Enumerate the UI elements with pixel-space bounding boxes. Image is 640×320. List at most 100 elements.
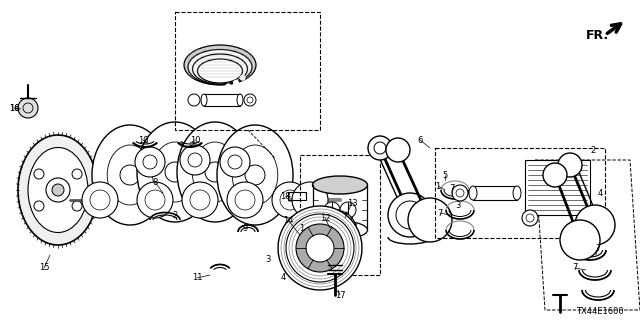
Text: 10: 10 — [138, 135, 148, 145]
Bar — [525, 160, 590, 215]
Bar — [300, 155, 380, 275]
Circle shape — [182, 182, 218, 218]
Text: 7: 7 — [595, 244, 601, 252]
Circle shape — [543, 163, 567, 187]
Circle shape — [247, 97, 253, 103]
Circle shape — [522, 210, 538, 226]
Circle shape — [18, 98, 38, 118]
Circle shape — [190, 190, 210, 210]
Ellipse shape — [192, 142, 238, 202]
Circle shape — [526, 214, 534, 222]
Text: 4: 4 — [280, 274, 285, 283]
Circle shape — [137, 182, 173, 218]
Circle shape — [225, 84, 231, 89]
Circle shape — [228, 155, 242, 169]
Text: 2: 2 — [172, 211, 178, 220]
Text: 7: 7 — [449, 183, 454, 193]
Text: 9: 9 — [243, 223, 248, 233]
Circle shape — [324, 202, 340, 218]
Text: 3: 3 — [266, 255, 271, 265]
Circle shape — [135, 147, 165, 177]
Circle shape — [90, 190, 110, 210]
Circle shape — [143, 155, 157, 169]
Circle shape — [165, 162, 185, 182]
Ellipse shape — [108, 145, 153, 205]
Ellipse shape — [217, 125, 293, 225]
Text: 6: 6 — [417, 135, 422, 145]
Text: 16: 16 — [9, 103, 19, 113]
Circle shape — [180, 145, 210, 175]
Circle shape — [220, 147, 250, 177]
Circle shape — [278, 206, 362, 290]
Circle shape — [558, 153, 582, 177]
Text: 2: 2 — [590, 146, 596, 155]
Circle shape — [227, 182, 263, 218]
Text: TX44E1600: TX44E1600 — [576, 308, 624, 316]
Text: FR.: FR. — [586, 28, 609, 42]
Text: 3: 3 — [455, 201, 461, 210]
Circle shape — [235, 190, 255, 210]
Ellipse shape — [312, 176, 367, 194]
Text: 8: 8 — [152, 178, 157, 187]
Circle shape — [292, 182, 328, 218]
Circle shape — [396, 201, 424, 229]
Ellipse shape — [188, 50, 252, 84]
Circle shape — [82, 182, 118, 218]
Circle shape — [452, 185, 468, 201]
Circle shape — [296, 224, 344, 272]
Circle shape — [120, 165, 140, 185]
Text: 10: 10 — [189, 135, 200, 145]
Circle shape — [560, 220, 600, 260]
Bar — [175, 12, 320, 130]
Circle shape — [286, 214, 354, 282]
Text: 18: 18 — [280, 191, 291, 201]
Circle shape — [374, 142, 386, 154]
Text: 11: 11 — [192, 274, 202, 283]
Text: 13: 13 — [347, 198, 357, 207]
Circle shape — [328, 225, 342, 239]
Ellipse shape — [237, 94, 243, 106]
Ellipse shape — [18, 135, 98, 245]
Circle shape — [313, 210, 357, 254]
Ellipse shape — [201, 94, 207, 106]
Text: 1: 1 — [300, 223, 305, 233]
Ellipse shape — [469, 186, 477, 200]
Circle shape — [188, 153, 202, 167]
Circle shape — [280, 190, 300, 210]
Text: 1: 1 — [435, 181, 440, 190]
Ellipse shape — [513, 186, 521, 200]
Text: 17: 17 — [335, 291, 346, 300]
Circle shape — [340, 202, 356, 218]
Circle shape — [575, 205, 615, 245]
Ellipse shape — [198, 59, 243, 83]
Circle shape — [320, 217, 350, 247]
Ellipse shape — [193, 54, 248, 84]
Ellipse shape — [184, 45, 256, 85]
Circle shape — [239, 75, 246, 81]
Text: 16: 16 — [9, 103, 19, 113]
Ellipse shape — [152, 142, 198, 202]
Text: 7: 7 — [437, 209, 443, 218]
Ellipse shape — [177, 122, 253, 222]
Text: 15: 15 — [39, 263, 49, 273]
Bar — [435, 148, 605, 238]
Circle shape — [272, 182, 308, 218]
Text: 12: 12 — [320, 213, 330, 222]
Ellipse shape — [137, 122, 213, 222]
Bar — [288, 192, 306, 200]
Text: 5: 5 — [442, 171, 447, 180]
Circle shape — [306, 234, 334, 262]
Circle shape — [388, 193, 432, 237]
Ellipse shape — [92, 125, 168, 225]
Ellipse shape — [312, 221, 367, 239]
Circle shape — [233, 80, 239, 85]
Circle shape — [386, 138, 410, 162]
Text: 4: 4 — [597, 188, 603, 197]
Circle shape — [408, 198, 452, 242]
Circle shape — [205, 162, 225, 182]
Ellipse shape — [28, 148, 88, 233]
Ellipse shape — [232, 145, 278, 205]
Circle shape — [52, 184, 64, 196]
Text: 14: 14 — [283, 215, 293, 225]
Text: 7: 7 — [572, 263, 578, 273]
